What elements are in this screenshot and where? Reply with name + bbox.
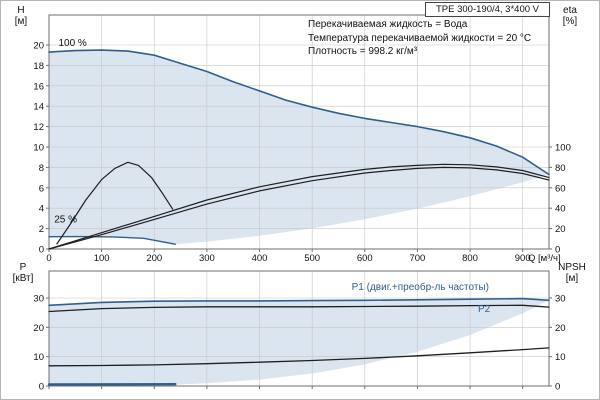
x-tick-label: 0 — [46, 253, 51, 264]
hq-curve-100pct — [48, 49, 550, 176]
y-tick-label-left: 6 — [39, 183, 44, 194]
x-tick-label: 700 — [409, 253, 425, 264]
eta-curve-100pct-total — [48, 163, 550, 250]
x-tick-label: 400 — [252, 253, 268, 264]
info-line-fluid: Перекачиваемая жидкость = Вода — [308, 19, 468, 30]
info-line-temperature: Температура перекачиваемой жидкости = 20… — [308, 32, 532, 44]
x-tick-label: 300 — [199, 253, 215, 264]
y-tick-label-right: 0 — [555, 245, 560, 256]
eta-curve-25pct — [56, 161, 174, 245]
y-tick-label-left: 14 — [33, 102, 44, 113]
power-axis-title: P [кВт] — [3, 262, 43, 284]
y-tick-label-right: 20 — [555, 224, 566, 235]
curve-label: P2 — [478, 304, 491, 315]
p1-curve — [48, 297, 550, 307]
power-axis-symbol: P — [19, 262, 27, 273]
power-envelope-area — [49, 298, 549, 385]
y-tick-label-left: 10 — [33, 142, 44, 153]
x-axis-label: Q [м³/ч] — [528, 253, 561, 264]
y-tick-label-left: 30 — [33, 293, 44, 304]
y-tick-label-left: 4 — [39, 204, 44, 215]
y-tick-label-right: 0 — [555, 382, 560, 393]
p2-curve — [48, 304, 550, 313]
head-axis-unit: [м] — [14, 16, 28, 27]
x-tick-label: 200 — [146, 253, 162, 264]
hq-curve-25pct — [48, 235, 177, 245]
chart-power: 0 10 20 30 0 10 20 30 P1 (двиг.+преобр-ль частот… — [33, 270, 566, 393]
pump-model-title: TPE 300-190/4, 3*400 V — [425, 2, 550, 17]
y-tick-label-left: 20 — [33, 40, 44, 51]
head-axis-symbol: H — [17, 5, 25, 16]
x-tick-label: 800 — [462, 253, 478, 264]
eta-axis-symbol: eta — [563, 5, 577, 16]
npsh-axis-title: NPSH [м] — [546, 262, 598, 284]
y-tick-label-left: 10 — [33, 352, 44, 363]
curve-label: 100 % — [58, 38, 86, 49]
eta-axis-title: eta [%] — [549, 5, 591, 27]
plot-frame — [48, 14, 550, 250]
plot-frame — [48, 270, 550, 387]
y-tick-label-left: 16 — [33, 81, 44, 92]
curve-label: 25 % — [54, 214, 77, 225]
head-axis-title: H [м] — [3, 5, 39, 27]
y-tick-label-right: 80 — [555, 163, 566, 174]
y-tick-label-right: 10 — [555, 352, 566, 363]
curve-label: P1 (двиг.+преобр-ль частоты) — [352, 281, 489, 293]
eta-curve-100pct-pump — [48, 166, 550, 250]
power-axis-unit: [кВт] — [12, 273, 34, 284]
y-tick-label-right: 100 — [555, 142, 571, 153]
x-tick-label: 100 — [94, 253, 110, 264]
npsh-curve — [48, 347, 550, 367]
x-tick-label: 600 — [357, 253, 373, 264]
y-tick-label-left: 8 — [39, 163, 44, 174]
y-tick-label-left: 0 — [39, 382, 44, 393]
y-tick-label-right: 60 — [555, 183, 566, 194]
npsh-axis-unit: [м] — [565, 273, 579, 284]
y-tick-label-right: 30 — [555, 293, 566, 304]
y-tick-label-right: 20 — [555, 323, 566, 334]
y-tick-label-left: 2 — [39, 224, 44, 235]
y-tick-label-right: 40 — [555, 204, 566, 215]
fluid-info-block: Перекачиваемая жидкость = Вода Температу… — [308, 18, 531, 59]
npsh-axis-symbol: NPSH — [558, 262, 586, 273]
y-tick-label-left: 20 — [33, 323, 44, 334]
y-tick-label-left: 0 — [39, 245, 44, 256]
y-tick-label-left: 18 — [33, 61, 44, 72]
info-line-density: Плотность = 998.2 кг/м³ — [308, 46, 418, 57]
eta-axis-unit: [%] — [562, 16, 578, 27]
x-tick-label: 500 — [304, 253, 320, 264]
y-tick-label-left: 12 — [33, 122, 44, 133]
x-tick-label: 900 — [515, 253, 531, 264]
